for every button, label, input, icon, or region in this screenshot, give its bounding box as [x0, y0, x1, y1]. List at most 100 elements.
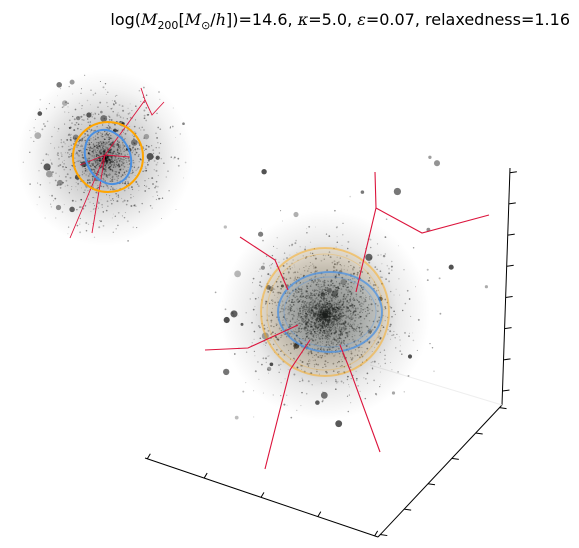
main-particle: [300, 297, 302, 299]
main-particle: [313, 331, 316, 333]
inset-particle: [78, 206, 81, 208]
main-particle: [347, 306, 349, 309]
main-particle: [327, 311, 330, 313]
inset-particle: [97, 142, 100, 144]
inset-particle: [117, 177, 119, 180]
inset-particle: [86, 182, 88, 184]
inset-particle: [152, 196, 154, 198]
inset-particle: [116, 165, 118, 167]
inset-particle: [115, 152, 117, 154]
inset-particle: [98, 226, 101, 229]
inset-particle: [155, 169, 158, 172]
inset-particle: [113, 150, 116, 153]
inset-subhalo: [62, 100, 68, 106]
main-particle: [265, 255, 268, 257]
main-particle: [333, 263, 336, 266]
inset-subhalo: [86, 112, 92, 118]
inset-particle: [112, 157, 113, 159]
main-particle: [273, 294, 276, 296]
main-particle: [281, 220, 284, 222]
inset-particle: [134, 175, 136, 177]
main-particle: [360, 305, 362, 307]
axis-ticks: [146, 171, 517, 537]
inset-particle: [40, 162, 43, 164]
inset-particle: [105, 209, 108, 212]
inset-particle: [99, 152, 101, 154]
inset-particle: [107, 157, 109, 159]
inset-particle: [119, 146, 122, 148]
main-particle: [292, 289, 294, 292]
inset-particle: [34, 130, 37, 133]
inset-particle: [57, 165, 59, 167]
main-particle: [346, 395, 349, 397]
main-particle: [345, 321, 347, 323]
inset-particle: [101, 158, 103, 160]
main-particle: [262, 392, 264, 394]
inset-particle: [76, 209, 78, 211]
inset-particle: [105, 142, 108, 145]
inset-particle: [117, 175, 120, 177]
inset-particle: [171, 125, 174, 128]
inset-particle: [123, 159, 125, 161]
main-particle: [329, 315, 331, 317]
main-particle: [406, 289, 409, 292]
main-particle: [318, 373, 320, 375]
inset-particle: [99, 177, 101, 179]
inset-particle: [108, 127, 110, 130]
main-particle: [321, 297, 323, 300]
main-particle: [388, 267, 390, 270]
inset-particle: [107, 167, 110, 169]
main-particle: [359, 328, 360, 330]
main-subhalo: [269, 362, 274, 367]
inset-particle: [109, 167, 111, 169]
inset-particle: [147, 145, 150, 148]
inset-particle: [105, 157, 107, 159]
inset-particle: [155, 147, 157, 149]
inset-particle: [96, 167, 98, 169]
main-particle: [368, 312, 371, 314]
main-particle: [323, 296, 325, 299]
main-particle: [315, 334, 317, 337]
inset-particle: [49, 159, 52, 161]
inset-particle: [168, 190, 170, 192]
main-particle: [299, 307, 302, 309]
main-particle: [295, 299, 297, 301]
inset-particle: [127, 239, 130, 242]
main-particle: [325, 313, 328, 315]
inset-particle: [169, 127, 172, 129]
inset-inner-ellipsoid: [83, 128, 133, 186]
inset-particle: [122, 162, 125, 164]
inset-particle: [89, 201, 91, 203]
inset-particle: [114, 102, 117, 104]
main-particle: [331, 282, 334, 285]
inset-particle: [68, 149, 70, 151]
main-particle: [408, 335, 410, 337]
inset-particle: [67, 233, 69, 235]
inset-particle: [67, 226, 70, 228]
inset-particle: [106, 148, 109, 151]
main-particle: [280, 210, 282, 212]
inset-particle: [108, 139, 110, 141]
inset-particle: [109, 127, 112, 129]
inset-particle: [121, 197, 123, 200]
inset-particle: [107, 205, 109, 207]
inset-particle: [117, 158, 119, 160]
main-particle: [326, 380, 328, 382]
inset-particle: [81, 156, 84, 159]
main-particle: [380, 254, 382, 256]
main-particle: [345, 311, 347, 313]
inset-particle: [87, 152, 90, 155]
inset-particle: [116, 114, 119, 117]
inset-particle: [91, 155, 94, 157]
inset-particle: [94, 160, 96, 162]
inset-particle: [81, 108, 83, 110]
main-particle: [280, 394, 282, 397]
inset-particle: [65, 152, 67, 154]
main-particle: [317, 314, 319, 316]
inset-particle: [101, 135, 104, 138]
inset-particle: [116, 175, 118, 177]
main-particle: [270, 332, 273, 335]
inset-particle: [91, 148, 93, 150]
main-particle: [272, 394, 274, 396]
inset-particle: [142, 170, 144, 173]
